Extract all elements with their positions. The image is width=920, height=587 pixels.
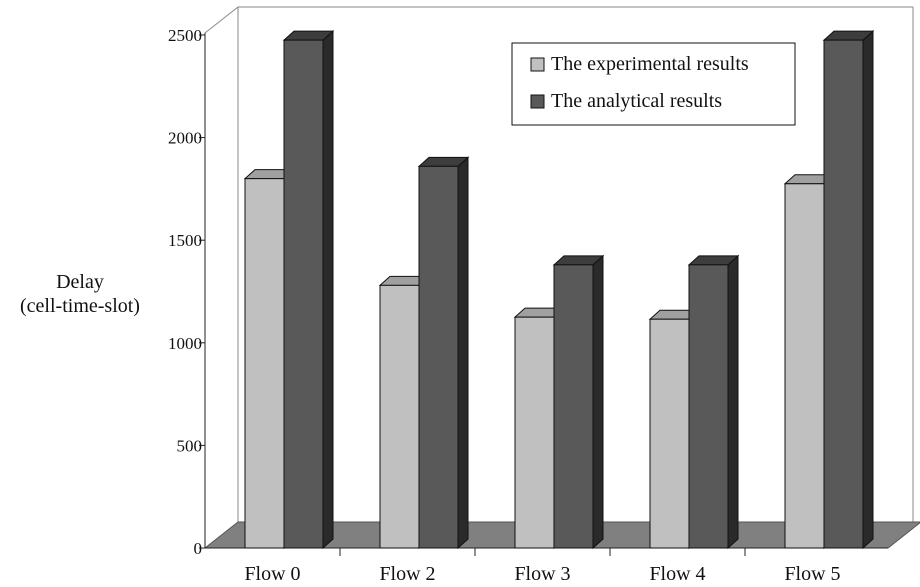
chart-legend: The experimental results The analytical r…: [511, 42, 796, 126]
chart-bars: [243, 30, 875, 550]
bar-side: [592, 254, 604, 550]
y-tick-label: 2500: [168, 26, 202, 45]
bar-side: [727, 254, 739, 550]
bar-side: [322, 30, 334, 550]
bar: [283, 39, 324, 549]
bar: [784, 183, 825, 549]
x-tick-label: Flow 4: [649, 563, 705, 585]
y-axis-label: Delay (cell-time-slot): [0, 270, 160, 318]
bar: [823, 39, 864, 549]
legend-label: The analytical results: [551, 90, 722, 112]
bar: [553, 264, 594, 549]
x-tick-label: Flow 0: [244, 563, 300, 585]
legend-swatch: [530, 57, 545, 72]
x-tick-label: Flow 2: [379, 563, 435, 585]
x-tick-label: Flow 5: [784, 563, 840, 585]
bar: [244, 178, 285, 549]
y-tick-label: 2000: [168, 129, 202, 148]
bar-side: [862, 30, 874, 550]
bar: [418, 165, 459, 549]
bar: [514, 316, 555, 549]
x-tick-label: Flow 3: [514, 563, 570, 585]
bar: [379, 284, 420, 549]
y-tick-label: 0: [194, 539, 203, 558]
y-axis-label-line-2: (cell-time-slot): [20, 295, 140, 317]
bar: [688, 264, 729, 549]
y-axis-label-line-1: Delay: [56, 271, 104, 293]
bar: [649, 318, 690, 549]
y-tick-label: 1000: [168, 334, 202, 353]
legend-label: The experimental results: [551, 53, 749, 75]
y-tick-label: 500: [177, 436, 203, 455]
y-tick-label: 1500: [168, 231, 202, 250]
legend-box: [511, 42, 796, 126]
bar-side: [457, 156, 469, 550]
legend-swatch: [530, 94, 545, 109]
